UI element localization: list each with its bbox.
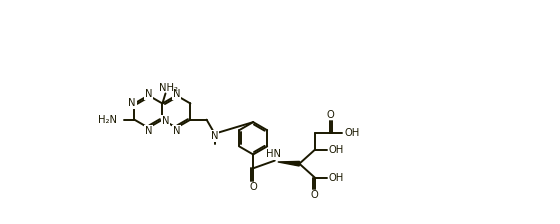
Text: H₂N: H₂N — [99, 115, 118, 125]
Text: N: N — [162, 116, 169, 126]
Text: O: O — [249, 182, 257, 192]
Text: N: N — [128, 99, 136, 108]
Text: N: N — [144, 126, 152, 136]
Text: OH: OH — [329, 145, 344, 155]
Text: N: N — [172, 126, 180, 136]
Text: OH: OH — [344, 128, 360, 138]
Text: N: N — [144, 89, 152, 99]
Text: N: N — [172, 89, 180, 99]
Text: O: O — [326, 110, 334, 120]
Text: NH₂: NH₂ — [159, 83, 178, 93]
Text: O: O — [311, 190, 319, 200]
Text: N: N — [211, 131, 218, 141]
Text: HN: HN — [265, 149, 281, 159]
Polygon shape — [278, 162, 300, 166]
Text: OH: OH — [329, 172, 344, 183]
